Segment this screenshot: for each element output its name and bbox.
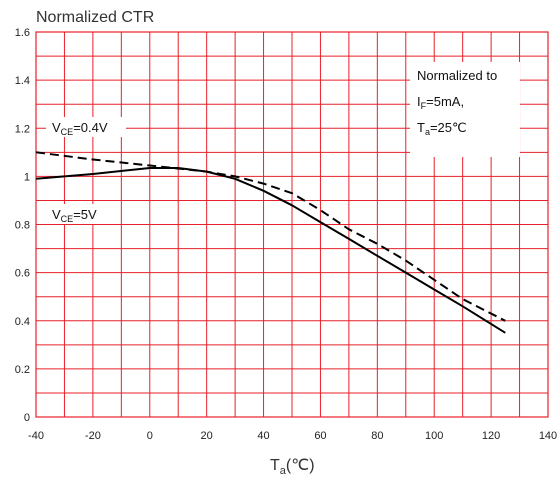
y-tick-label: 1.4 — [15, 75, 30, 87]
annotation-line-1: Normalized to — [417, 68, 497, 83]
series-label-1: VCE=5V — [52, 207, 97, 224]
x-tick-label: 40 — [257, 430, 269, 442]
y-tick-label: 1 — [24, 171, 30, 183]
y-tick-label: 1.6 — [15, 27, 30, 39]
y-tick-label: 0.6 — [15, 268, 30, 280]
x-tick-label: 20 — [201, 430, 213, 442]
y-tick-label: 0.8 — [15, 220, 30, 232]
series-lines — [36, 152, 505, 332]
x-tick-labels: -40 -20 0 20 40 60 80 100 120 140 — [28, 430, 557, 442]
y-tick-labels: 0 0.2 0.4 0.6 0.8 1 1.2 1.4 1.6 — [15, 27, 30, 424]
x-tick-label: 80 — [371, 430, 383, 442]
y-tick-label: 1.2 — [15, 123, 30, 135]
x-tick-label: 100 — [425, 430, 443, 442]
chart-title: Normalized CTR — [36, 9, 154, 26]
x-tick-label: -40 — [28, 430, 44, 442]
x-tick-label: 120 — [482, 430, 500, 442]
x-tick-label: 0 — [147, 430, 153, 442]
series-line-1 — [36, 168, 505, 333]
y-tick-label: 0.2 — [15, 364, 30, 376]
annotation-line-3: Ta=25℃ — [417, 120, 467, 137]
x-tick-label: -20 — [85, 430, 101, 442]
series-line-0 — [36, 152, 505, 320]
y-tick-label: 0 — [24, 412, 30, 424]
series-label-0: VCE=0.4V — [52, 120, 108, 137]
x-axis-label: Ta(℃) — [270, 457, 315, 477]
x-tick-label: 60 — [314, 430, 326, 442]
y-tick-label: 0.4 — [15, 316, 30, 328]
x-tick-label: 140 — [539, 430, 557, 442]
